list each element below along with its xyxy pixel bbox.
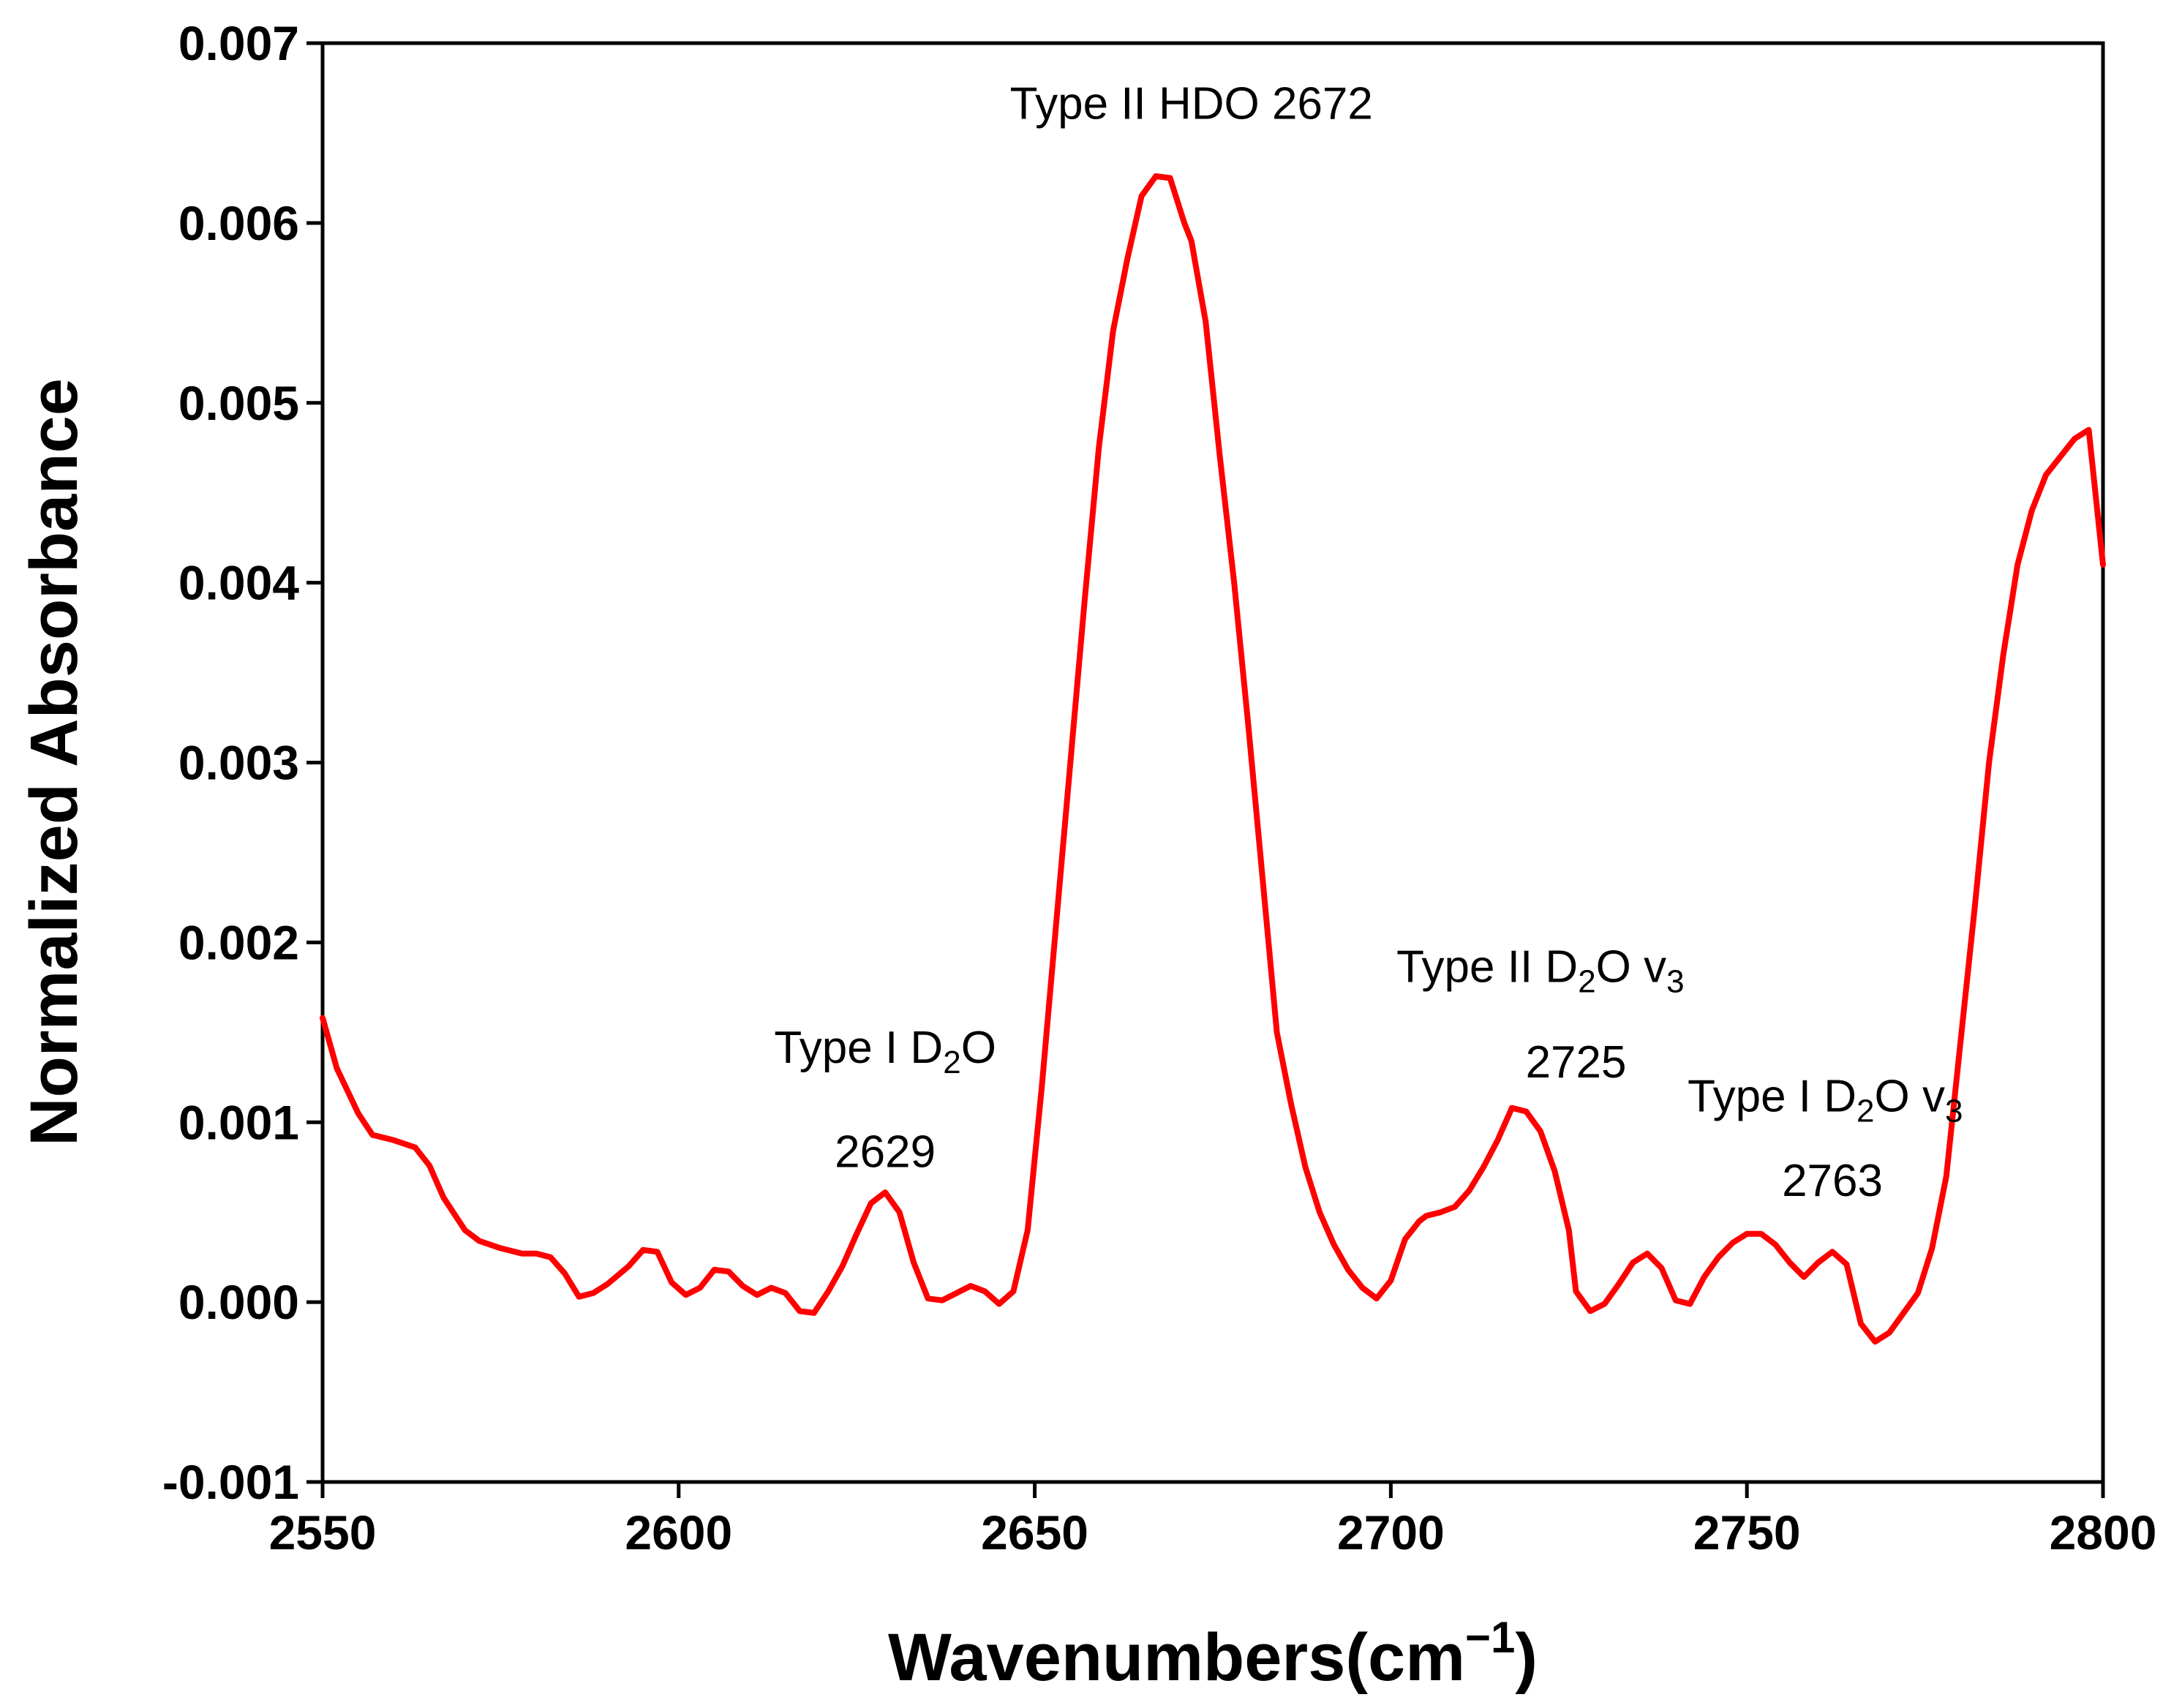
annotation-label: Type I D2O (774, 1023, 996, 1080)
x-tick-label: 2550 (269, 1505, 377, 1560)
y-axis-ticks: -0.001 0.000 0.001 0.002 0.003 0.004 0.005 0.00… (162, 16, 323, 1509)
y-tick-label: 0.004 (178, 556, 299, 610)
y-tick-label: 0.005 (178, 376, 299, 430)
x-tick-label: 2700 (1337, 1505, 1445, 1560)
series-line-spectrum (320, 173, 2106, 1345)
annotation-label: Type II D2O v3 (1396, 941, 1685, 999)
y-axis-title: Normalized Absorbance (17, 378, 91, 1146)
y-tick-label: 0.006 (178, 196, 299, 250)
annotation-label: 2725 (1526, 1037, 1627, 1088)
annotation-label: Type II HDO 2672 (1010, 78, 1373, 129)
y-tick-label: 0.007 (178, 16, 299, 70)
annotations: Type II HDO 2672 Type I D2O 2629 Type II D2… (774, 78, 1963, 1206)
annotation-label: 2763 (1782, 1156, 1883, 1206)
y-tick-label: -0.001 (162, 1455, 299, 1509)
plot-frame (320, 41, 2105, 1484)
x-tick-label: 2750 (1693, 1505, 1801, 1560)
y-tick-label: 0.003 (178, 736, 299, 790)
x-tick-label: 2600 (625, 1505, 732, 1560)
y-tick-label: 0.000 (178, 1275, 299, 1329)
y-tick-label: 0.002 (178, 915, 299, 969)
x-tick-label: 2800 (2050, 1505, 2157, 1560)
x-axis-ticks: 2550 2600 2650 2700 2750 2800 (269, 1482, 2157, 1560)
annotation-label: 2629 (835, 1127, 936, 1178)
y-tick-label: 0.001 (178, 1095, 299, 1149)
x-axis-title: Wavenumbers(cm−1) (888, 1613, 1538, 1695)
annotation-label: Type I D2O v3 (1688, 1071, 1963, 1129)
x-tick-label: 2650 (981, 1505, 1088, 1560)
